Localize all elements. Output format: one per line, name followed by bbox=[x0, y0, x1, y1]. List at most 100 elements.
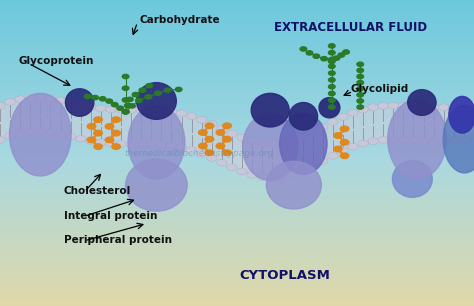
Bar bbox=[0, 154, 474, 155]
Bar bbox=[0, 51, 474, 52]
Bar bbox=[0, 62, 474, 63]
Circle shape bbox=[328, 44, 335, 48]
Circle shape bbox=[328, 105, 335, 109]
Bar bbox=[0, 79, 474, 80]
Bar bbox=[0, 96, 474, 97]
Ellipse shape bbox=[392, 161, 432, 197]
Bar bbox=[0, 172, 474, 174]
Circle shape bbox=[112, 144, 120, 149]
Bar bbox=[0, 196, 474, 197]
Circle shape bbox=[85, 103, 96, 110]
Circle shape bbox=[139, 88, 146, 92]
Circle shape bbox=[328, 78, 335, 82]
Circle shape bbox=[132, 92, 139, 97]
Bar bbox=[0, 149, 474, 150]
Bar bbox=[0, 272, 474, 273]
Bar bbox=[0, 70, 474, 71]
Circle shape bbox=[45, 129, 55, 136]
Bar bbox=[0, 188, 474, 189]
Bar bbox=[0, 105, 474, 106]
Bar bbox=[0, 128, 474, 129]
Circle shape bbox=[94, 117, 102, 122]
Circle shape bbox=[328, 50, 335, 55]
Bar bbox=[0, 201, 474, 202]
Ellipse shape bbox=[65, 89, 94, 116]
Circle shape bbox=[197, 150, 207, 157]
Bar bbox=[0, 200, 474, 201]
Circle shape bbox=[176, 144, 187, 151]
Bar bbox=[0, 178, 474, 180]
Bar bbox=[0, 195, 474, 196]
Bar bbox=[0, 110, 474, 111]
Bar bbox=[0, 271, 474, 272]
Circle shape bbox=[106, 99, 112, 103]
Bar bbox=[0, 95, 474, 96]
Circle shape bbox=[5, 132, 15, 139]
Circle shape bbox=[297, 133, 308, 140]
Bar bbox=[0, 126, 474, 128]
Bar bbox=[0, 285, 474, 287]
Bar bbox=[0, 65, 474, 66]
Bar bbox=[0, 143, 474, 144]
Bar bbox=[0, 139, 474, 140]
Bar bbox=[0, 147, 474, 148]
Text: Glycolipid: Glycolipid bbox=[351, 84, 409, 94]
Circle shape bbox=[146, 84, 153, 88]
Bar bbox=[0, 258, 474, 259]
Circle shape bbox=[321, 57, 328, 61]
Bar bbox=[0, 230, 474, 232]
Circle shape bbox=[357, 74, 364, 79]
Bar bbox=[0, 38, 474, 39]
Bar bbox=[0, 207, 474, 208]
Circle shape bbox=[100, 97, 106, 101]
Bar bbox=[0, 16, 474, 17]
Circle shape bbox=[55, 97, 66, 104]
Ellipse shape bbox=[128, 106, 185, 179]
Circle shape bbox=[164, 88, 171, 92]
Bar bbox=[0, 57, 474, 58]
Circle shape bbox=[398, 136, 409, 143]
Bar bbox=[0, 301, 474, 302]
Text: Carbohydrate: Carbohydrate bbox=[140, 15, 220, 25]
Bar bbox=[0, 282, 474, 284]
Bar bbox=[0, 94, 474, 95]
Circle shape bbox=[459, 136, 469, 143]
Circle shape bbox=[340, 153, 349, 159]
Bar bbox=[0, 202, 474, 203]
Ellipse shape bbox=[319, 98, 340, 118]
Circle shape bbox=[469, 101, 474, 108]
Bar bbox=[0, 60, 474, 61]
Circle shape bbox=[122, 86, 129, 90]
Text: EXTRACELLULAR FLUID: EXTRACELLULAR FLUID bbox=[274, 21, 428, 34]
Bar bbox=[0, 42, 474, 43]
Bar bbox=[0, 248, 474, 249]
Bar bbox=[0, 232, 474, 233]
Bar bbox=[0, 117, 474, 118]
Circle shape bbox=[146, 140, 156, 147]
Circle shape bbox=[105, 124, 114, 129]
Circle shape bbox=[199, 143, 207, 149]
Bar bbox=[0, 220, 474, 221]
Bar bbox=[0, 15, 474, 16]
Circle shape bbox=[357, 105, 364, 109]
Circle shape bbox=[267, 140, 277, 147]
Circle shape bbox=[45, 95, 55, 102]
Bar bbox=[0, 279, 474, 281]
Circle shape bbox=[318, 158, 328, 164]
Bar bbox=[0, 291, 474, 292]
Bar bbox=[0, 76, 474, 77]
Circle shape bbox=[205, 150, 214, 155]
Circle shape bbox=[358, 140, 368, 147]
Circle shape bbox=[357, 99, 364, 103]
Bar bbox=[0, 187, 474, 188]
Bar bbox=[0, 142, 474, 143]
Circle shape bbox=[287, 171, 298, 178]
Circle shape bbox=[127, 97, 133, 102]
Circle shape bbox=[65, 133, 76, 140]
Bar bbox=[0, 58, 474, 59]
Bar bbox=[0, 190, 474, 191]
Circle shape bbox=[106, 106, 116, 113]
Circle shape bbox=[122, 98, 129, 102]
Bar bbox=[0, 226, 474, 227]
Circle shape bbox=[247, 137, 257, 144]
